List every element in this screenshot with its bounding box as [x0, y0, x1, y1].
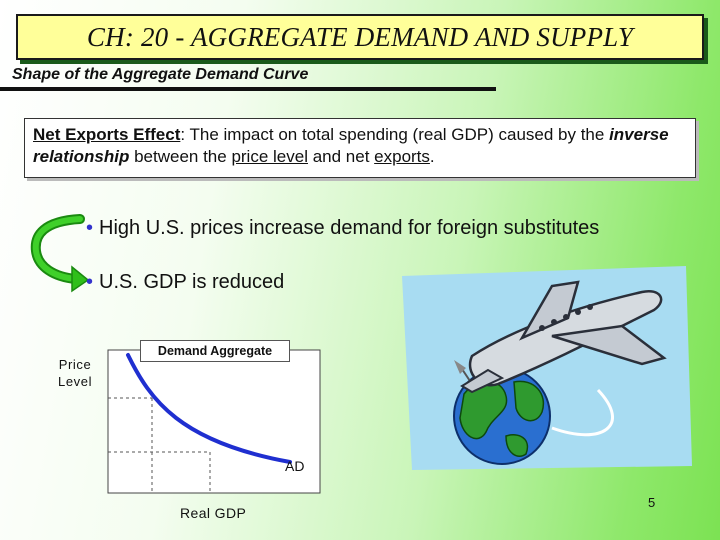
curved-arrow-icon: [30, 214, 90, 293]
graph-area: [107, 349, 321, 494]
curve-label: AD: [285, 458, 305, 474]
definition-text-3: and net: [307, 147, 375, 166]
bullet-dot: •: [86, 271, 94, 293]
bullet-2-text: U.S. GDP is reduced: [99, 271, 285, 293]
definition-term: Net Exports Effect: [33, 125, 181, 144]
ad-curve: [126, 353, 292, 464]
page-number: 5: [648, 495, 656, 510]
airplane-globe-icon: [402, 266, 692, 470]
bullet-1-text: High U.S. prices increase demand for for…: [99, 217, 600, 239]
definition-text-1: : The impact on total spending (real GDP…: [180, 125, 610, 144]
slide-subtitle: Shape of the Aggregate Demand Curve: [12, 66, 309, 83]
ad-graph: [107, 349, 321, 494]
definition-price-level: price level: [231, 147, 308, 166]
slide-title: CH: 20 - AGGREGATE DEMAND AND SUPPLY: [86, 21, 634, 52]
bullet-dot: •: [86, 217, 94, 239]
subtitle-underline: [0, 87, 496, 91]
y-axis-label-line-2: Level: [58, 374, 93, 389]
title-box: CH: 20 - AGGREGATE DEMAND AND SUPPLY: [16, 14, 704, 60]
x-axis-label: Real GDP: [180, 505, 247, 521]
bullet-2: • U.S. GDP is reduced: [86, 271, 284, 294]
definition-exports: exports: [374, 147, 430, 166]
definition-text-4: .: [429, 147, 435, 166]
demand-aggregate-label: Demand Aggregate: [140, 340, 290, 362]
y-axis-label-line-1: Price: [58, 357, 92, 372]
y-axis-label: Price Level: [58, 356, 92, 390]
definition-text-2: between the: [129, 147, 232, 166]
definition-box: Net Exports Effect: The impact on total …: [24, 118, 696, 178]
definition-emphasis: inverse relationship: [33, 125, 669, 166]
bullet-1: • High U.S. prices increase demand for fo…: [86, 217, 599, 240]
